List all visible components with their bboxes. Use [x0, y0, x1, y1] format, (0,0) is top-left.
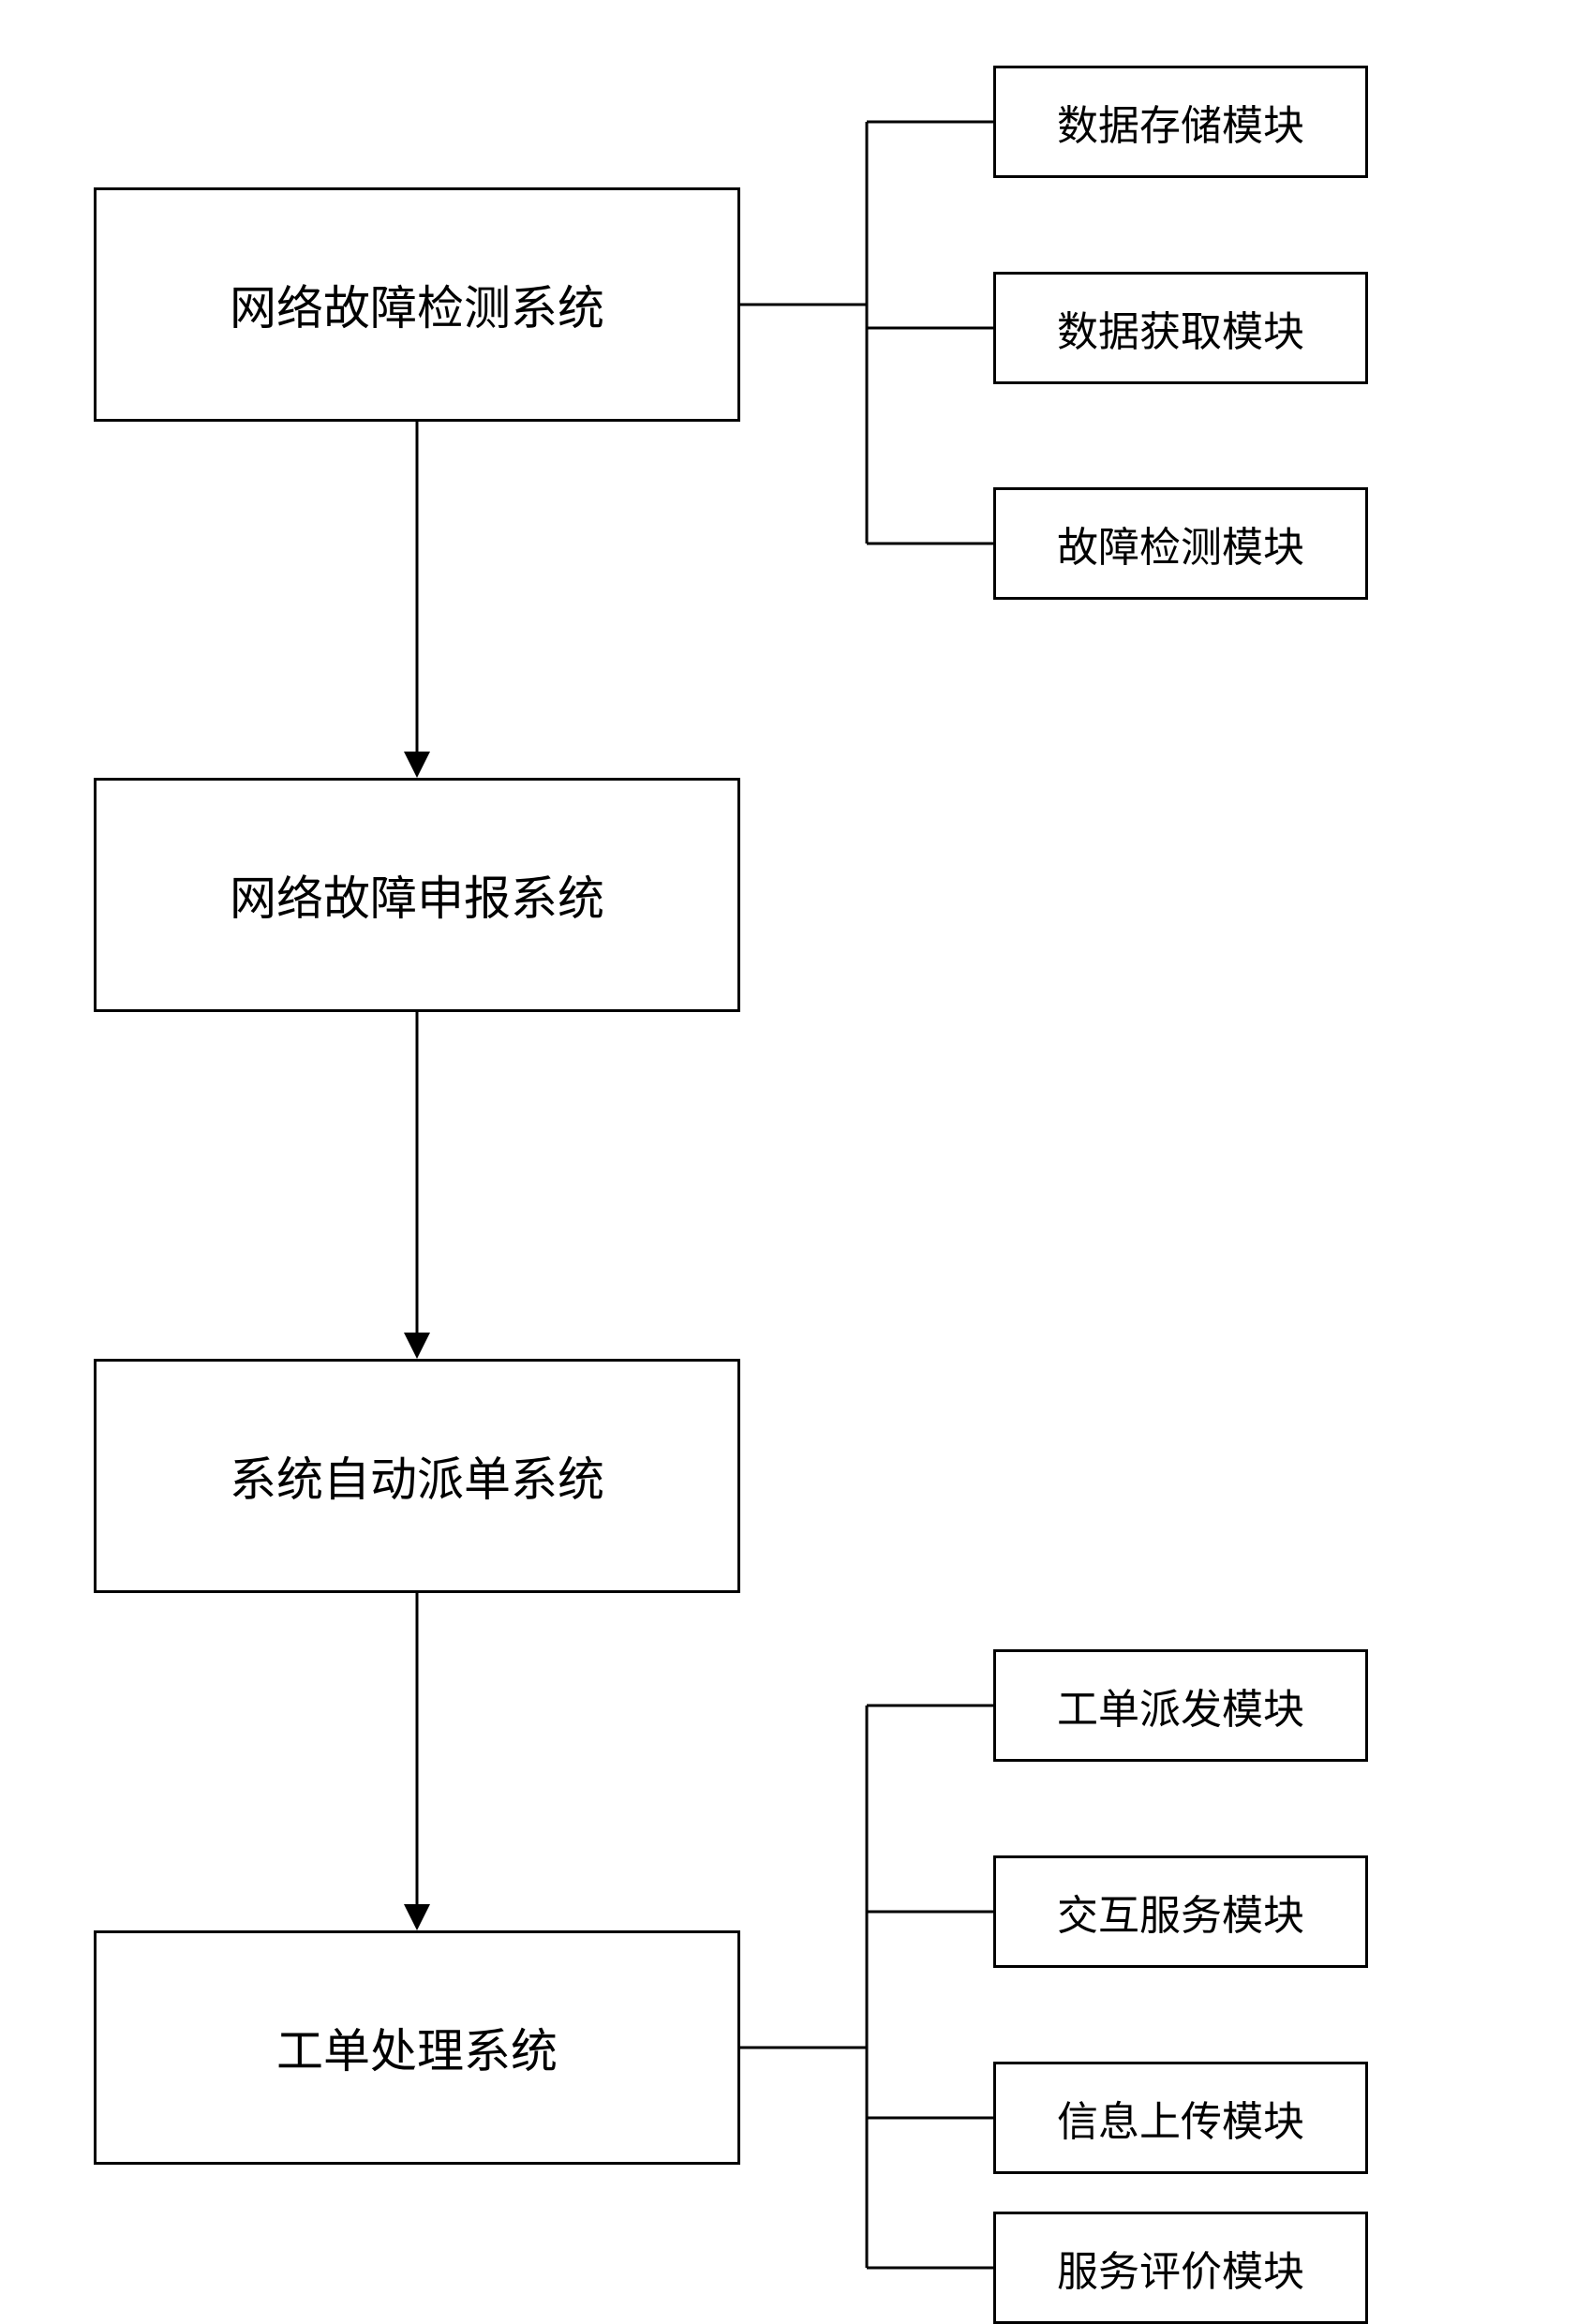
bracket-m4 [0, 0, 1592, 2250]
